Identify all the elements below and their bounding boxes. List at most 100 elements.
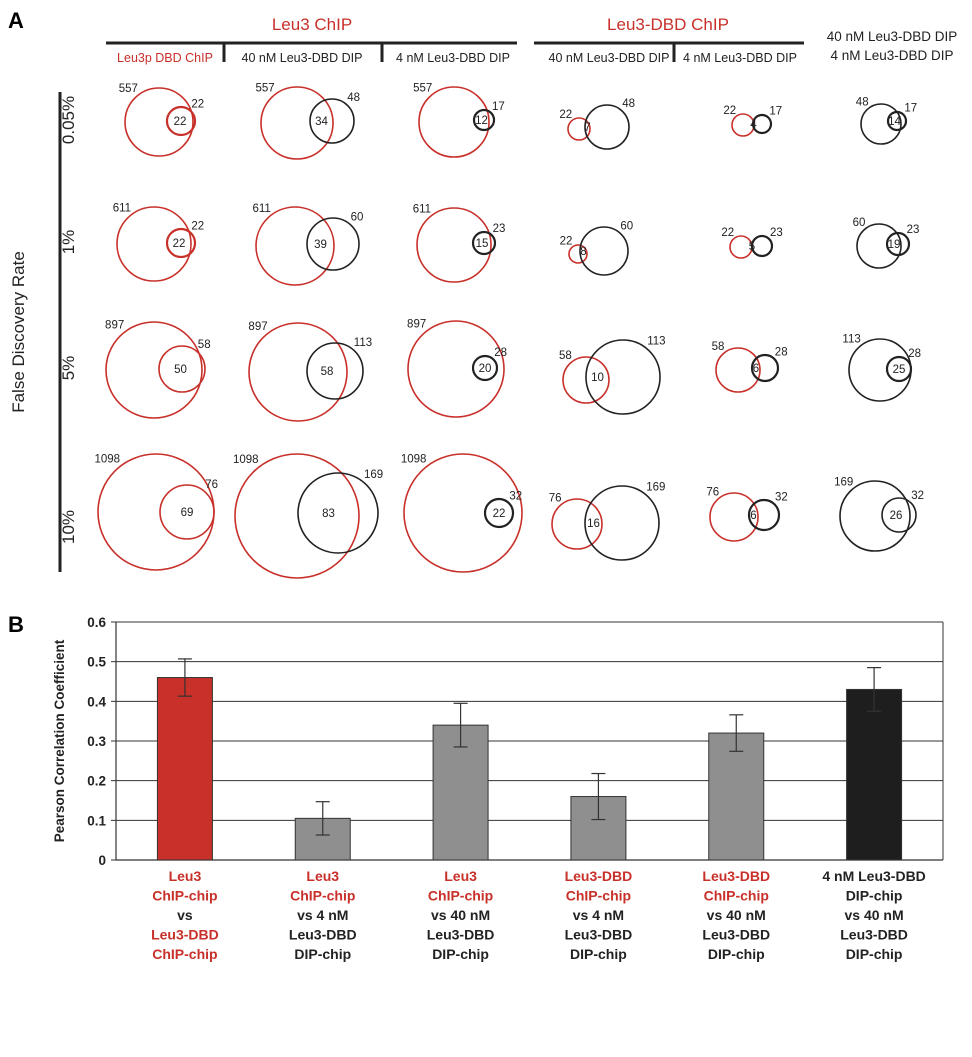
venn-circle-b	[579, 226, 629, 276]
row-label: 5%	[59, 356, 78, 381]
venn-count-b: 169	[364, 469, 383, 481]
venn-overlap-count: 69	[181, 507, 194, 519]
venn-circle-b	[886, 110, 908, 132]
bar	[846, 688, 903, 861]
venn-count-a: 557	[413, 82, 432, 94]
venn-circle-b	[885, 231, 911, 257]
venn-circle-a	[568, 244, 588, 264]
venn-overlap-count: 6	[750, 510, 756, 522]
y-tick-label: 0.6	[87, 615, 106, 630]
venn-count-a: 22	[560, 236, 573, 248]
venn-circle-a	[416, 207, 492, 283]
venn-cell: 557 48 34	[255, 82, 360, 160]
venn-cell: 557 17 12	[413, 82, 505, 158]
panel-a-letter: A	[8, 8, 24, 33]
venn-count-b: 60	[351, 212, 364, 224]
venn-overlap-count: 14	[888, 116, 901, 128]
venn-count-b: 28	[775, 346, 788, 358]
venn-circle-b	[309, 98, 355, 144]
venn-cell: 60 23 19	[853, 217, 919, 269]
venn-overlap-count: 8	[580, 246, 586, 258]
venn-cell: 557 22 22	[119, 83, 204, 157]
venn-cell: 22 60 8	[560, 220, 633, 276]
panel-b-letter: B	[8, 612, 24, 637]
venn-count-a: 22	[721, 227, 734, 239]
y-tick-label: 0.3	[87, 734, 106, 749]
venn-cell: 76 169 16	[549, 482, 665, 561]
venn-overlap-count: 34	[315, 116, 328, 128]
venn-overlap-count: 19	[888, 239, 901, 251]
venn-circle-a	[418, 86, 490, 158]
venn-circle-b	[751, 113, 773, 135]
venn-circle-b	[306, 342, 364, 400]
venn-count-a: 58	[712, 341, 725, 353]
venn-cell: 611 23 15	[413, 204, 506, 283]
venn-circle-a	[248, 322, 348, 422]
venn-overlap-count: 4	[750, 119, 757, 131]
venn-count-a: 1098	[233, 454, 259, 466]
venn-circle-b	[472, 108, 496, 132]
venn-circle-b	[165, 227, 197, 259]
venn-overlap-count: 15	[476, 238, 489, 250]
error-bar	[177, 658, 192, 697]
venn-overlap-count: 58	[321, 366, 334, 378]
venn-circle-a	[562, 356, 610, 404]
venn-overlap-count: 39	[314, 239, 327, 251]
venn-count-a: 897	[407, 319, 426, 331]
venn-count-a: 22	[559, 109, 572, 121]
venn-overlap-count: 7	[584, 122, 590, 134]
venn-overlap-count: 50	[174, 364, 187, 376]
venn-circle-a	[260, 86, 334, 160]
venn-overlap-count: 5	[749, 241, 755, 253]
bar	[156, 677, 213, 861]
error-bar	[315, 801, 330, 836]
venn-count-a: 48	[856, 97, 869, 109]
venn-overlap-count: 25	[893, 364, 906, 376]
venn-circle-b	[881, 497, 917, 533]
group-title-leu3-dbd-chip: Leu3-DBD ChIP	[607, 15, 729, 34]
venn-count-b: 22	[191, 221, 204, 233]
venn-circle-b	[584, 104, 630, 150]
venn-count-b: 48	[347, 92, 360, 104]
venn-count-b: 23	[770, 227, 783, 239]
venn-circle-b	[471, 354, 499, 382]
venn-count-b: 17	[904, 103, 917, 115]
venn-cell: 58 28 6	[712, 341, 788, 393]
x-category-label: Leu3-DBD ChIP-chip vs 40 nM Leu3-DBD DIP-chi…	[702, 868, 770, 962]
venn-circle-b	[584, 485, 660, 561]
venn-count-a: 897	[248, 321, 267, 333]
column-header-3: 4 nM Leu3-DBD DIP	[396, 51, 510, 65]
venn-circle-a	[403, 453, 523, 573]
bar-chart: 0 0.1 0.2 0.3 0.4 0.5 0.6 Pearson Correlation C…	[52, 615, 944, 962]
venn-count-b: 23	[493, 223, 506, 235]
column-header-6-line-2: 4 nM Leu3-DBD DIP	[830, 48, 953, 63]
row-label: 1%	[59, 230, 78, 255]
y-tick-label: 0.4	[87, 694, 106, 709]
venn-circle-a	[124, 87, 194, 157]
group-bracket-left	[106, 41, 517, 62]
venn-count-a: 557	[119, 83, 138, 95]
group-title-leu3-chip: Leu3 ChIP	[272, 15, 352, 34]
venn-circle-a	[856, 223, 902, 269]
venn-count-a: 60	[853, 217, 866, 229]
venn-circle-b	[471, 230, 497, 256]
y-axis-label: Pearson Correlation Coefficient	[52, 639, 67, 842]
group-bracket-right	[534, 41, 804, 62]
venn-overlap-count: 10	[591, 372, 604, 384]
row-label: 10%	[59, 510, 78, 544]
venn-count-b: 60	[620, 220, 633, 232]
venn-overlap-count: 22	[493, 508, 506, 520]
venn-cell: 1098 76 69	[94, 453, 218, 571]
venn-overlap-count: 22	[174, 116, 187, 128]
venn-overlap-count: 12	[475, 115, 488, 127]
venn-count-b: 17	[492, 101, 505, 113]
venn-circle-a	[116, 206, 192, 282]
column-header-5: 4 nM Leu3-DBD DIP	[683, 51, 797, 65]
venn-count-a: 611	[413, 204, 431, 216]
error-bar	[867, 667, 882, 712]
y-tick-label: 0.1	[87, 813, 106, 828]
row-axis-label: False Discovery Rate	[9, 251, 28, 413]
venn-count-a: 58	[559, 350, 572, 362]
